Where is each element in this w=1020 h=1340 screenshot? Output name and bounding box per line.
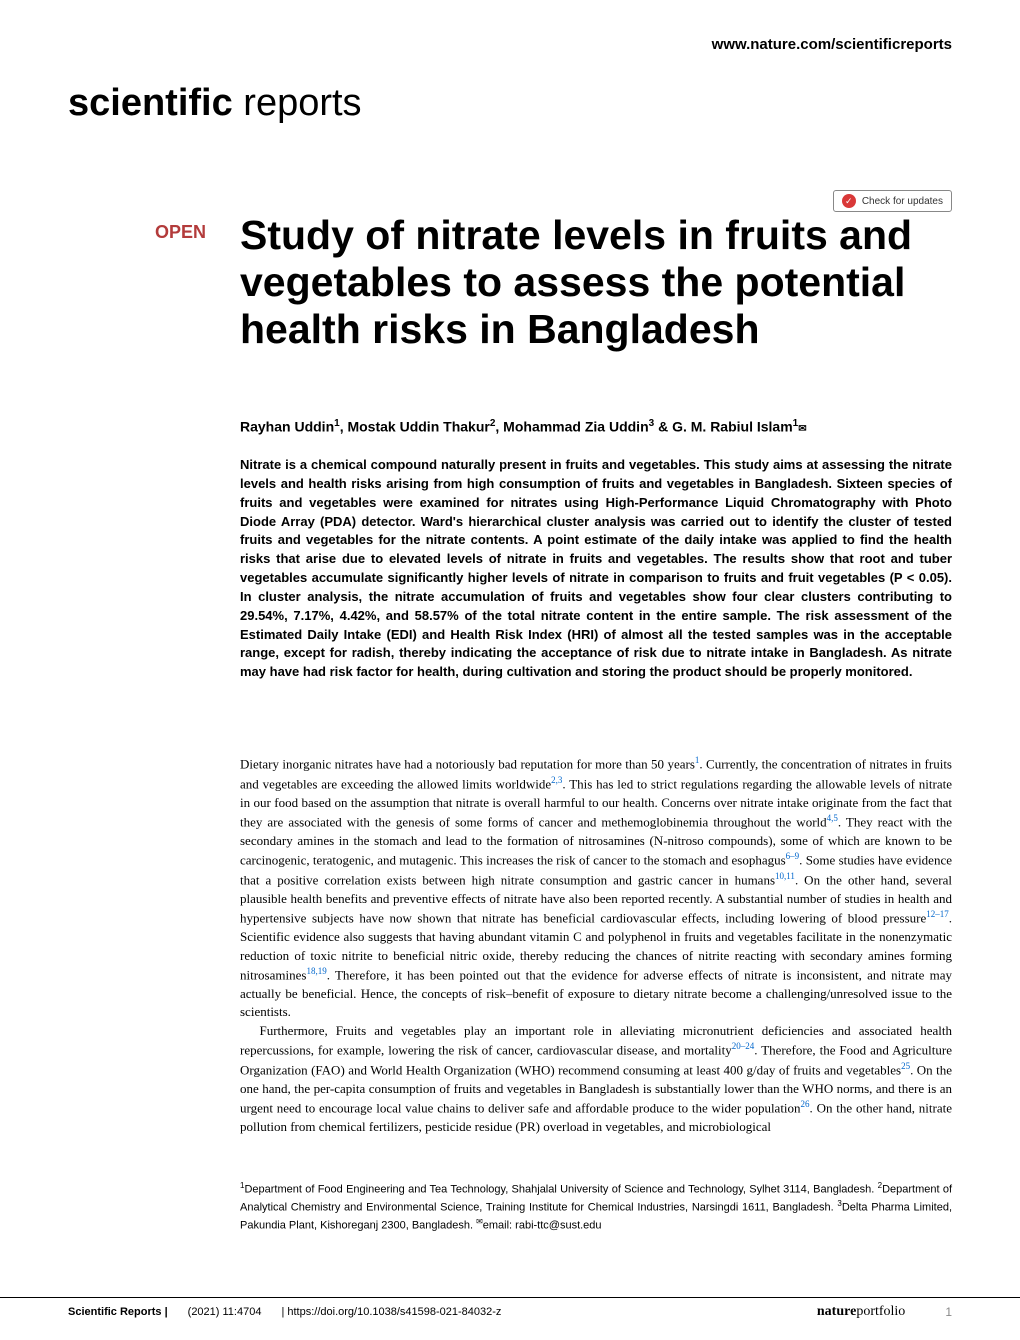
article-title: Study of nitrate levels in fruits and ve… [240, 212, 952, 353]
logo-bold: scientific [68, 82, 233, 124]
open-access-badge: OPEN [155, 222, 206, 243]
footer-right: natureportfolio 1 [817, 1304, 952, 1320]
ref-link[interactable]: 20–24 [732, 1041, 755, 1051]
author-list: Rayhan Uddin1, Mostak Uddin Thakur2, Moh… [240, 418, 952, 435]
corresponding-author-icon: ✉ [798, 424, 806, 435]
ref-link[interactable]: 2,3 [551, 775, 562, 785]
footer-left: Scientific Reports | (2021) 11:4704 | ht… [68, 1306, 501, 1318]
footer-journal: Scientific Reports | [68, 1306, 168, 1318]
ref-link[interactable]: 26 [801, 1099, 810, 1109]
journal-logo: scientific reports [68, 82, 362, 125]
author-4: G. M. Rabiul Islam [672, 419, 793, 435]
ref-link[interactable]: 4,5 [827, 813, 838, 823]
paragraph-2: Furthermore, Fruits and vegetables play … [240, 1022, 952, 1137]
page-number: 1 [945, 1305, 952, 1319]
ref-link[interactable]: 18,19 [306, 966, 326, 976]
corr-email: email: rabi-ttc@sust.edu [483, 1220, 602, 1232]
ref-link[interactable]: 10,11 [775, 871, 795, 881]
header-url: www.nature.com/scientificreports [712, 36, 952, 53]
page-footer: Scientific Reports | (2021) 11:4704 | ht… [0, 1297, 1020, 1320]
footer-doi[interactable]: | https://doi.org/10.1038/s41598-021-840… [281, 1306, 501, 1318]
author-1-sup: 1 [334, 418, 340, 429]
ref-link[interactable]: 25 [901, 1061, 910, 1071]
author-3-sup: 3 [649, 418, 655, 429]
check-updates-label: Check for updates [862, 196, 943, 207]
body-text: Dietary inorganic nitrates have had a no… [240, 754, 952, 1136]
author-2: Mostak Uddin Thakur [347, 419, 489, 435]
aff-1: Department of Food Engineering and Tea T… [244, 1184, 877, 1196]
author-1: Rayhan Uddin [240, 419, 334, 435]
check-updates-icon: ✓ [842, 194, 856, 208]
ref-link[interactable]: 6–9 [786, 851, 800, 861]
check-updates-button[interactable]: ✓ Check for updates [833, 190, 952, 212]
ref-link[interactable]: 12–17 [926, 909, 949, 919]
footer-citation: (2021) 11:4704 [188, 1306, 262, 1318]
affiliations: 1Department of Food Engineering and Tea … [240, 1180, 952, 1234]
author-2-sup: 2 [490, 418, 496, 429]
paragraph-1: Dietary inorganic nitrates have had a no… [240, 754, 952, 1022]
author-3: Mohammad Zia Uddin [503, 419, 648, 435]
corr-sup: ✉ [476, 1217, 483, 1226]
logo-light: reports [233, 82, 362, 124]
abstract: Nitrate is a chemical compound naturally… [240, 456, 952, 682]
nature-portfolio-logo: natureportfolio [817, 1304, 905, 1320]
